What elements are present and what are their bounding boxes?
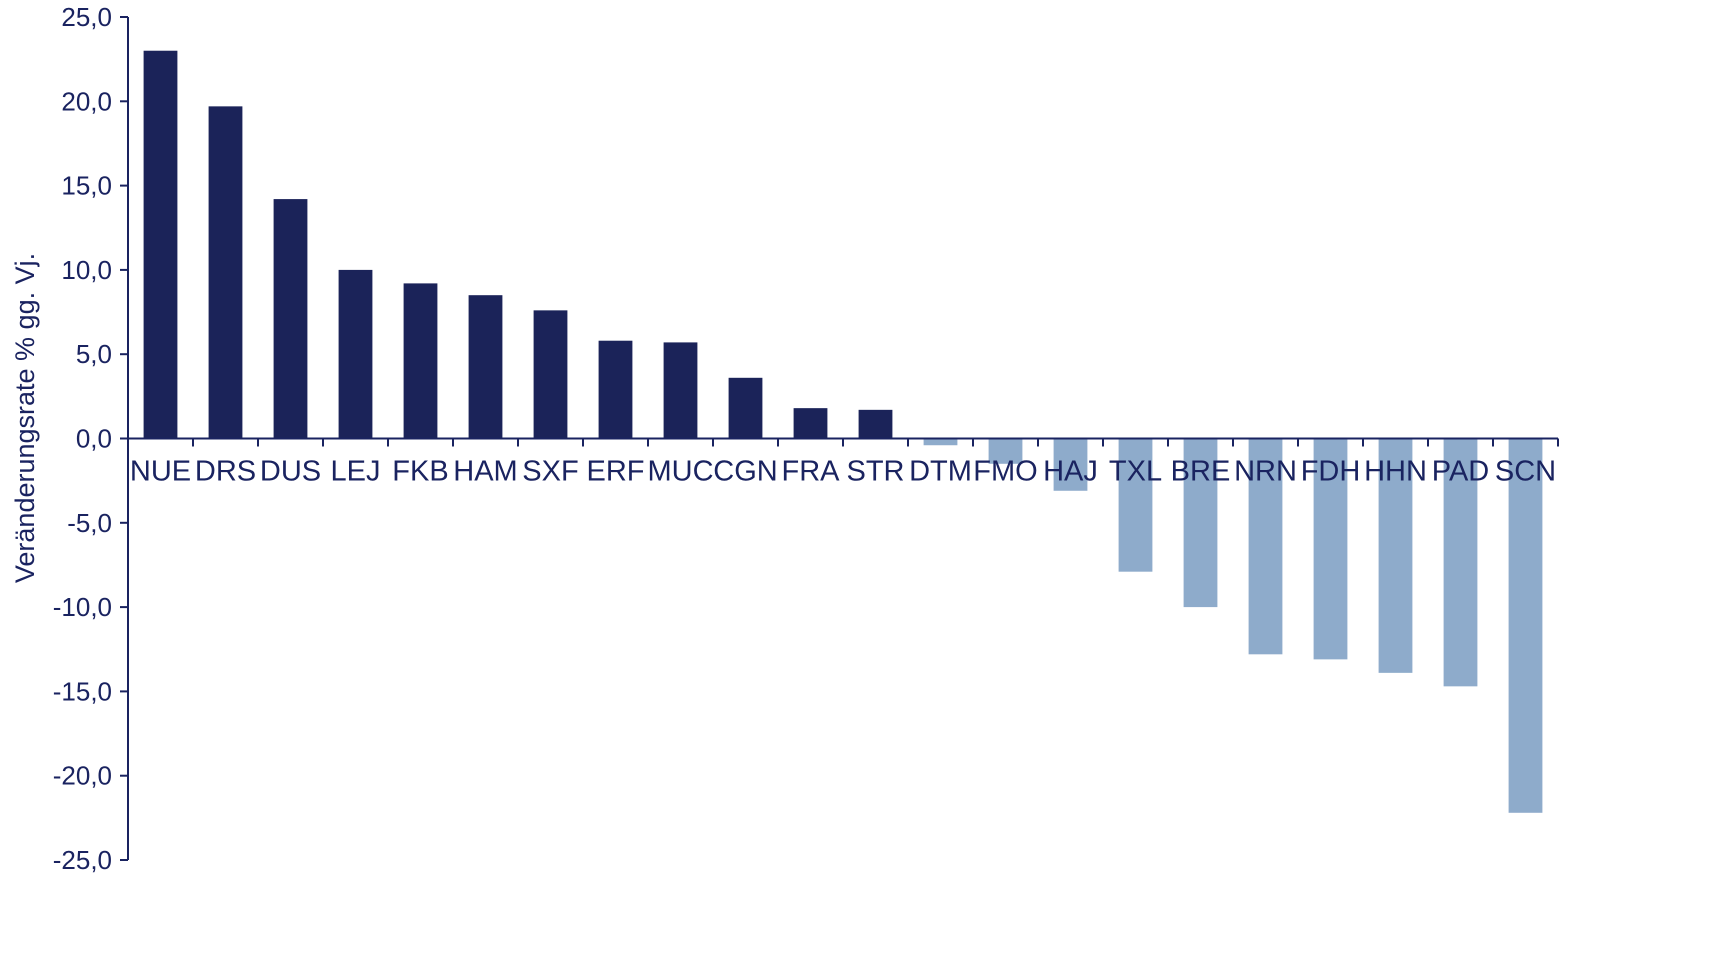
bar-nue [143, 50, 178, 439]
y-tick-label: -25,0 [53, 845, 112, 875]
bar-pad [1443, 438, 1478, 687]
x-category-label: FRA [782, 456, 841, 488]
bar-hhn [1378, 438, 1413, 673]
y-tick-label: -15,0 [53, 676, 112, 706]
x-category-label: TXL [1109, 456, 1162, 488]
bar-dtm [923, 438, 958, 446]
bars-layer [143, 50, 1543, 813]
x-category-label: ERF [587, 456, 645, 488]
x-category-label: HAM [453, 456, 517, 488]
y-tick-label: 25,0 [61, 2, 112, 32]
y-tick-label: -20,0 [53, 761, 112, 791]
bar-dus [273, 199, 308, 439]
y-tick-label: 10,0 [61, 255, 112, 285]
x-category-label: FMO [973, 456, 1037, 488]
x-category-label: DTM [909, 456, 972, 488]
bar-fdh [1313, 438, 1348, 660]
x-category-label: FDH [1301, 456, 1361, 488]
y-tick-label: -10,0 [53, 592, 112, 622]
y-tick-label: 5,0 [76, 339, 112, 369]
x-category-label: SXF [522, 456, 578, 488]
x-category-label: LEJ [331, 456, 381, 488]
bar-sxf [533, 310, 568, 439]
y-tick-label: 15,0 [61, 171, 112, 201]
x-category-label: NRN [1234, 456, 1297, 488]
x-category-label: STR [847, 456, 905, 488]
x-category-label: BRE [1171, 456, 1231, 488]
bar-cgn [728, 377, 763, 439]
bar-scn [1508, 438, 1543, 813]
y-tick-label: 0,0 [76, 424, 112, 454]
x-category-label: PAD [1432, 456, 1489, 488]
bar-muc [663, 342, 698, 439]
bar-lej [338, 269, 373, 439]
x-category-label: NUE [130, 456, 191, 488]
x-category-label: FKB [392, 456, 448, 488]
bar-haj [1053, 438, 1088, 491]
x-category-label: DRS [195, 456, 256, 488]
x-category-label: HAJ [1043, 456, 1098, 488]
bar-txl [1118, 438, 1153, 572]
y-tick-label: -5,0 [67, 508, 112, 538]
bar-fkb [403, 283, 438, 439]
x-category-label: DUS [260, 456, 321, 488]
bar-str [858, 409, 893, 439]
x-category-label: SCN [1495, 456, 1556, 488]
bar-fra [793, 408, 828, 439]
bar-fmo [988, 438, 1023, 464]
y-axis-title: Veränderungsrate % gg. Vj. [10, 253, 40, 583]
bar-bre [1183, 438, 1218, 608]
axes [120, 16, 1559, 861]
labels-layer: 25,0 20,0 15,0 10,0 5,0 0,0 -5,0 -10,0 -15,0 -20,… [53, 2, 1556, 875]
bar-ham [468, 295, 503, 439]
bar-drs [208, 106, 243, 439]
bar-nrn [1248, 438, 1283, 655]
x-category-label: HHN [1364, 456, 1427, 488]
x-category-label: CGN [713, 456, 777, 488]
bar-erf [598, 340, 633, 439]
x-category-label: MUC [647, 456, 713, 488]
y-tick-label: 20,0 [61, 86, 112, 116]
